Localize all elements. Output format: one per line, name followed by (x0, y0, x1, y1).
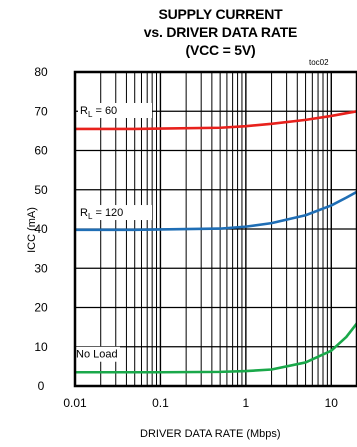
series-label-2: No Load (76, 349, 118, 361)
tick-label-layer: 0 10 20 30 40 50 60 70 80 0.01 0.1 1 10 (34, 65, 338, 410)
y-tick-label-3: 30 (34, 261, 48, 275)
series-layer (75, 109, 357, 374)
x-axis-label: DRIVER DATA RATE (Mbps) (140, 428, 281, 440)
series-label-1: RL = 120 (80, 207, 123, 221)
plot-frame (73, 70, 357, 388)
series-label-bg-1 (78, 205, 152, 221)
x-tick-label-1: 0.1 (152, 396, 169, 410)
y-tick-label-1: 10 (34, 340, 48, 354)
x-tick-label-0: 0.01 (63, 396, 87, 410)
label-layer: RL = 60 RL = 120 No Load (74, 102, 152, 362)
chart-title-line-2: vs. DRIVER DATA RATE (143, 24, 298, 40)
series-line-0 (75, 109, 357, 131)
y-tick-label-2: 20 (34, 301, 48, 315)
y-tick-label-6: 60 (34, 144, 48, 158)
y-tick-label-7: 70 (34, 104, 48, 118)
y-tick-label-0: 0 (38, 379, 45, 393)
y-tick-label-4: 40 (34, 222, 48, 236)
series-label-bg-0 (78, 102, 152, 118)
chart-title-line-1: SUPPLY CURRENT (158, 6, 283, 22)
series-line-1 (75, 190, 357, 232)
series-line-2 (75, 322, 357, 374)
series-label-bg-2 (74, 346, 120, 362)
series-label-0: RL = 60 (80, 105, 117, 119)
figure-tag: toc02 (309, 58, 329, 67)
y-tick-label-8: 80 (34, 65, 48, 79)
chart-title-line-3: (VCC = 5V) (185, 42, 256, 58)
x-tick-label-3: 10 (325, 396, 339, 410)
x-tick-label-2: 1 (243, 396, 250, 410)
y-tick-label-5: 50 (34, 183, 48, 197)
